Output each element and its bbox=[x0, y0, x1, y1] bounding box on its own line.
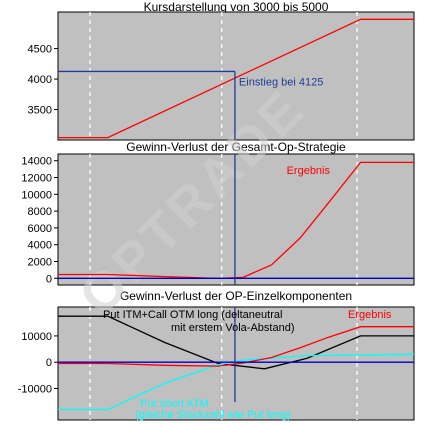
panel-2-ytick-label: 0 bbox=[46, 273, 52, 285]
panel-3-ergebnis-label: Ergebnis bbox=[348, 309, 392, 321]
panel-2-ytick-label: 12000 bbox=[21, 173, 52, 185]
panel-2-plot-area bbox=[57, 153, 415, 286]
panel-3-series-ergebnis bbox=[58, 326, 414, 367]
panel-2-ytick-label: 6000 bbox=[28, 223, 52, 235]
panel-2-title: Gewinn-Verlust der Gesamt-Op-Strategie bbox=[126, 140, 346, 154]
panel-1-ytick-label: 4000 bbox=[28, 74, 52, 86]
panel-3-series-put-itm-call-otm-long bbox=[58, 315, 414, 370]
panel-2-ergebnis-label: Ergebnis bbox=[287, 165, 331, 177]
panel-3-cyan-label-line-1: Put short ATM bbox=[140, 398, 209, 410]
panel-2-ytick-label: 14000 bbox=[21, 156, 52, 168]
panel-3-ytick-label: 0 bbox=[46, 357, 52, 369]
panel-3-title: Gewinn-Verlust der OP-Einzelkomponenten bbox=[120, 289, 352, 303]
panel-3-ytick-label: 10000 bbox=[21, 331, 52, 343]
entry-annotation: Einstieg bei 4125 bbox=[239, 76, 323, 88]
panel-3-cyan-label-line-2: (gleiche Stückzahl wie Put long) bbox=[135, 409, 291, 421]
panel-2-ytick-label: 8000 bbox=[28, 206, 52, 218]
panel-2-series-ergebnis bbox=[58, 161, 414, 280]
panel-2-ytick-label: 2000 bbox=[28, 256, 52, 268]
panel-1-ytick-label: 3500 bbox=[28, 105, 52, 117]
panel-3-black-label-line-1: Put ITM+Call OTM long (deltaneutral bbox=[103, 309, 282, 321]
panel-3-series-put-short-atm bbox=[58, 353, 415, 411]
panel-1-title: Kursdarstellung von 3000 bis 5000 bbox=[144, 0, 329, 14]
panel-2-ytick-label: 10000 bbox=[21, 189, 52, 201]
panel-1-plot-area bbox=[57, 11, 415, 141]
panel-3-ytick-label: -10000 bbox=[18, 383, 52, 395]
panel-2-ytick-label: 4000 bbox=[28, 240, 52, 252]
panel-1-ytick-label: 4500 bbox=[28, 44, 52, 56]
panel-1-series-line-1 bbox=[58, 18, 414, 139]
panel-3-black-label-line-2: mit erstem Vola-Abstand) bbox=[171, 322, 295, 334]
